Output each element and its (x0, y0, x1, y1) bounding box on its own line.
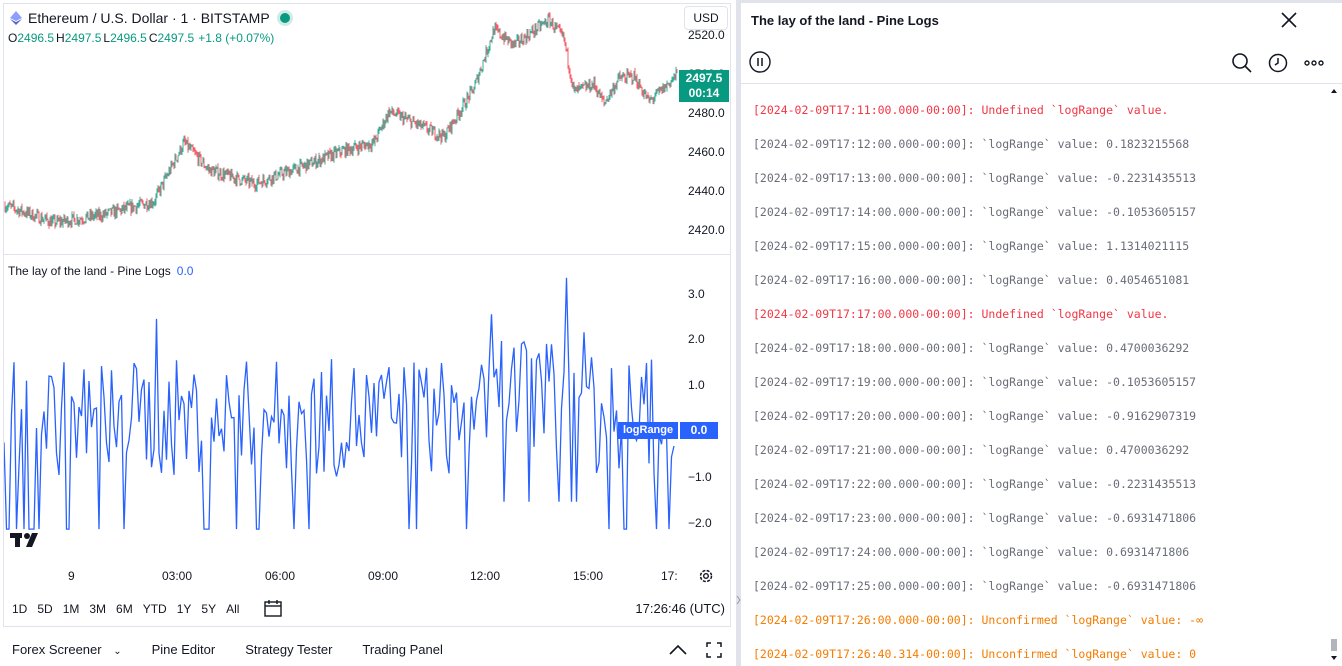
price-axis-label: 2460.0 (688, 145, 725, 159)
range-button-1m[interactable]: 1M (62, 602, 80, 616)
go-to-date-icon[interactable] (262, 599, 284, 619)
log-list[interactable]: [2024-02-09T17:11:00.000-00:00]: Undefin… (753, 103, 1323, 666)
log-entry[interactable]: [2024-02-09T17:24:00.000-00:00]: `logRan… (753, 545, 1190, 559)
range-button-3m[interactable]: 3M (89, 602, 107, 616)
chart-pane[interactable]: Ethereum / U.S. Dollar · 1 · BITSTAMP O2… (3, 3, 731, 627)
ohlc-value: 2496.5 (110, 31, 147, 45)
bottom-tabs: Forex Screener ⌄ Pine Editor Strategy Te… (0, 632, 736, 666)
tab-strategy-tester[interactable]: Strategy Tester (245, 641, 333, 657)
logs-panel-title: The lay of the land - Pine Logs (751, 13, 939, 28)
log-entry[interactable]: [2024-02-09T17:14:00.000-00:00]: `logRan… (753, 205, 1197, 219)
range-button-5y[interactable]: 5Y (201, 602, 217, 616)
ohlc-legend: O2496.5 H2497.5 L2496.5 C2497.5 +1.8 (+0.07%… (8, 31, 276, 45)
maximize-panel-icon[interactable] (705, 641, 723, 659)
log-scrollbar[interactable] (1330, 87, 1338, 662)
indicator-axis-label: 3.0 (688, 287, 705, 301)
chart-area: Ethereum / U.S. Dollar · 1 · BITSTAMP O2… (0, 0, 736, 666)
more-options-icon[interactable] (1303, 52, 1325, 74)
ohlc-key: H (56, 31, 65, 45)
price-chart[interactable] (4, 4, 680, 252)
log-entry[interactable]: [2024-02-09T17:13:00.000-00:00]: `logRan… (753, 171, 1197, 185)
range-button-all[interactable]: All (226, 602, 240, 616)
range-button-6m[interactable]: 6M (116, 602, 133, 616)
range-toolbar: 1D 5D 1M 3M 6M YTD 1Y 5Y All 17:26:46 (UTC) (3, 593, 731, 625)
currency-button[interactable]: USD (684, 6, 728, 30)
time-axis-label: 12:00 (470, 569, 501, 583)
ohlc-value: 2496.5 (17, 31, 55, 45)
log-entry[interactable]: [2024-02-09T17:26:00.000-00:00]: Unconfi… (753, 613, 1204, 627)
ohlc-key: C (148, 31, 158, 45)
last-price: 2497.5 (685, 71, 723, 85)
price-axis-label: 2520.0 (688, 28, 725, 42)
ohlc-key: L (103, 31, 111, 45)
log-entry[interactable]: [2024-02-09T17:11:00.000-00:00]: Undefin… (753, 103, 1169, 117)
time-axis-label: 9 (68, 569, 75, 583)
log-entry[interactable]: [2024-02-09T17:19:00.000-00:00]: `logRan… (753, 375, 1197, 389)
clock-icon[interactable] (1267, 52, 1289, 74)
log-entry[interactable]: [2024-02-09T17:22:00.000-00:00]: `logRan… (753, 477, 1197, 491)
series-value-tag: 0.0 (680, 422, 718, 439)
pane-separator[interactable] (4, 254, 730, 255)
range-button-5d[interactable]: 5D (37, 602, 53, 616)
panel-resize-handle[interactable] (736, 0, 741, 666)
time-axis-label: 03:00 (162, 569, 193, 583)
search-icon[interactable] (1231, 52, 1253, 74)
indicator-title[interactable]: The lay of the land - Pine Logs (8, 264, 171, 278)
ohlc-value: +1.8 (+0.07%) (198, 31, 275, 45)
time-axis-label: 17: (661, 569, 678, 583)
price-axis-label: 2480.0 (688, 106, 725, 120)
tab-pine-editor[interactable]: Pine Editor (151, 641, 216, 657)
log-entry[interactable]: [2024-02-09T17:12:00.000-00:00]: `logRan… (753, 137, 1190, 151)
ohlc-value: 2497.5 (64, 31, 102, 45)
log-entry[interactable]: [2024-02-09T17:18:00.000-00:00]: `logRan… (753, 341, 1190, 355)
last-price-tag: 2497.5 00:14 (679, 70, 729, 102)
pause-icon[interactable] (749, 51, 771, 73)
collapse-panel-icon[interactable] (668, 643, 688, 657)
tradingview-logo-icon[interactable] (10, 532, 42, 548)
indicator-axis-label: −1.0 (688, 470, 712, 484)
settings-gear-icon[interactable] (698, 568, 714, 584)
ohlc-key: O (8, 31, 18, 45)
range-button-1y[interactable]: 1Y (176, 602, 192, 616)
chevron-right-icon[interactable] (736, 595, 741, 605)
tab-trading-panel[interactable]: Trading Panel (362, 641, 443, 657)
chevron-down-icon[interactable]: ⌄ (113, 645, 122, 657)
indicator-axis-label: −2.0 (688, 516, 712, 530)
bar-countdown: 00:14 (688, 86, 720, 100)
symbol-header[interactable]: Ethereum / U.S. Dollar · 1 · BITSTAMP (10, 10, 290, 26)
indicator-legend[interactable]: The lay of the land - Pine Logs 0.0 (8, 264, 193, 278)
market-status-dot[interactable] (279, 13, 290, 23)
log-entry[interactable]: [2024-02-09T17:23:00.000-00:00]: `logRan… (753, 511, 1197, 525)
log-entry[interactable]: [2024-02-09T17:25:00.000-00:00]: `logRan… (753, 579, 1197, 593)
symbol-title[interactable]: Ethereum / U.S. Dollar · 1 · BITSTAMP (28, 10, 270, 26)
tab-label: Forex Screener (12, 641, 102, 657)
tab-forex-screener[interactable]: Forex Screener ⌄ (12, 642, 122, 657)
pine-logs-panel: The lay of the land - Pine Logs [2024-02… (741, 3, 1342, 666)
close-icon[interactable] (1279, 10, 1299, 30)
clock-timezone[interactable]: 17:26:46 (UTC) (635, 601, 725, 616)
log-entry[interactable]: [2024-02-09T17:15:00.000-00:00]: `logRan… (753, 239, 1190, 253)
log-entry[interactable]: [2024-02-09T17:20:00.000-00:00]: `logRan… (753, 409, 1197, 423)
time-axis-label: 06:00 (265, 569, 296, 583)
time-axis-label: 09:00 (368, 569, 399, 583)
range-button-1d[interactable]: 1D (12, 602, 28, 616)
ohlc-value: 2497.5 (157, 31, 195, 45)
price-axis-label: 2420.0 (688, 223, 725, 237)
logs-header-divider (741, 83, 1342, 84)
ethereum-icon (10, 11, 22, 25)
log-entry[interactable]: [2024-02-09T17:16:00.000-00:00]: `logRan… (753, 273, 1190, 287)
logrange-series-line (4, 277, 675, 530)
time-axis-label: 15:00 (573, 569, 604, 583)
indicator-axis-label: 2.0 (688, 332, 705, 346)
price-axis-label: 2440.0 (688, 184, 725, 198)
indicator-value: 0.0 (176, 264, 194, 278)
log-entry[interactable]: [2024-02-09T17:26:40.314-00:00]: Unconfi… (753, 647, 1197, 661)
range-button-ytd[interactable]: YTD (142, 602, 167, 616)
indicator-axis-label: 1.0 (688, 378, 705, 392)
log-entry[interactable]: [2024-02-09T17:17:00.000-00:00]: Undefin… (753, 307, 1169, 321)
series-label: logRange (618, 422, 679, 439)
indicator-chart[interactable] (4, 255, 680, 555)
log-entry[interactable]: [2024-02-09T17:21:00.000-00:00]: `logRan… (753, 443, 1190, 457)
